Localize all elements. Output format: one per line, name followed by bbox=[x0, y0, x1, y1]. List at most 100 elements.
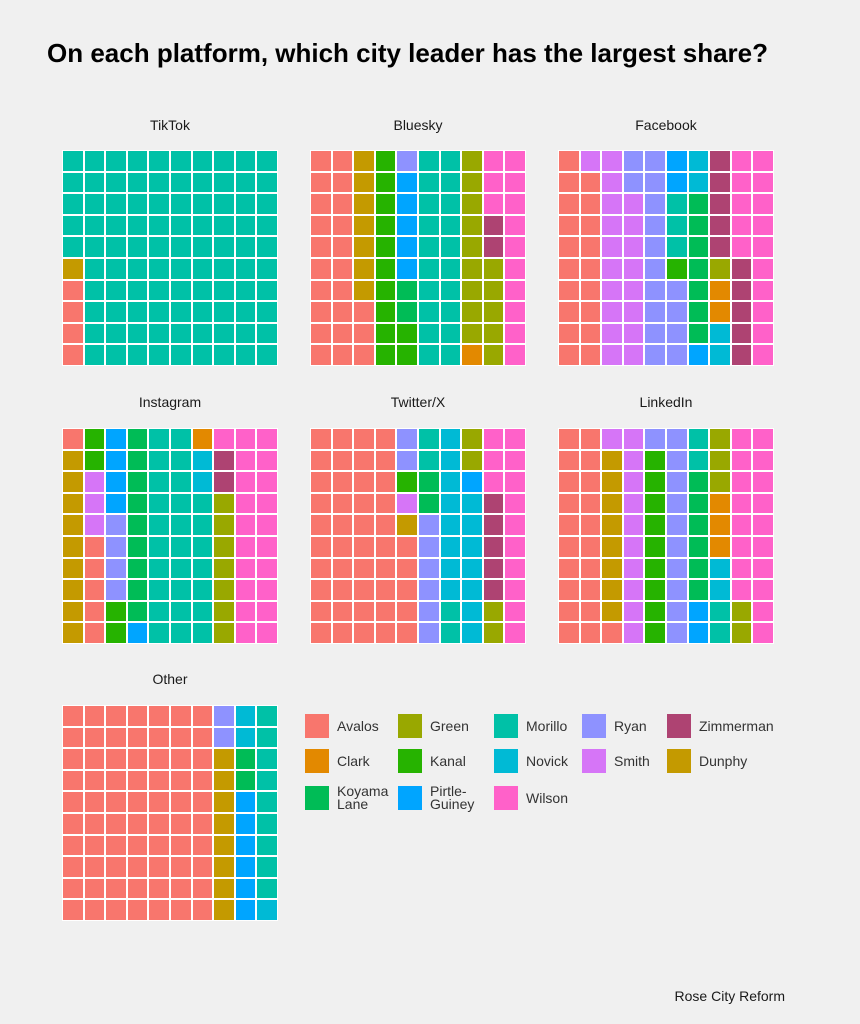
waffle-cell-dunphy bbox=[62, 579, 84, 601]
waffle-cell-kanal bbox=[644, 600, 666, 623]
waffle-cell-pirtle-guiney bbox=[687, 344, 710, 366]
chart-title: On each platform, which city leader has … bbox=[47, 38, 769, 68]
waffle-cell-avalos bbox=[310, 301, 332, 323]
waffle-cell-morillo bbox=[191, 579, 214, 601]
waffle-cell-avalos bbox=[105, 791, 127, 813]
waffle-cell-morillo bbox=[256, 279, 278, 302]
waffle-cell-morillo bbox=[148, 193, 170, 215]
waffle-cell-morillo bbox=[170, 236, 192, 258]
waffle-cell-zimmerman bbox=[482, 214, 505, 237]
waffle-cell-morillo bbox=[126, 322, 149, 345]
waffle-cell-morillo bbox=[191, 536, 214, 558]
waffle-cell-avalos bbox=[558, 236, 580, 258]
waffle-cell-morillo bbox=[83, 279, 106, 302]
waffle-cell-avalos bbox=[579, 193, 602, 215]
waffle-cell-ryan bbox=[622, 171, 645, 194]
waffle-cell-ryan bbox=[213, 705, 235, 727]
waffle-cell-avalos bbox=[374, 536, 397, 558]
waffle-cell-koyama-lane bbox=[418, 471, 440, 493]
waffle-cell-avalos bbox=[374, 557, 397, 580]
waffle-cell-wilson bbox=[752, 279, 774, 302]
waffle-cell-novick bbox=[461, 622, 483, 644]
waffle-cell-green bbox=[709, 471, 731, 493]
waffle-cell-ryan bbox=[622, 150, 645, 172]
waffle-cell-green bbox=[461, 236, 483, 258]
waffle-cell-wilson bbox=[752, 579, 774, 601]
waffle-cell-morillo bbox=[234, 344, 257, 366]
waffle-cell-smith bbox=[622, 236, 645, 258]
waffle-cell-morillo bbox=[126, 258, 149, 280]
waffle-cell-dunphy bbox=[601, 557, 623, 580]
waffle-cell-morillo bbox=[83, 344, 106, 366]
waffle-cell-wilson bbox=[504, 150, 526, 172]
waffle-cell-morillo bbox=[148, 449, 170, 472]
waffle-cell-avalos bbox=[310, 258, 332, 280]
waffle-cell-zimmerman bbox=[482, 536, 505, 558]
waffle-cell-morillo bbox=[213, 171, 235, 194]
waffle-cell-avalos bbox=[331, 514, 354, 536]
waffle-cell-wilson bbox=[234, 471, 257, 493]
waffle-cell-novick bbox=[687, 171, 710, 194]
waffle-cell-avalos bbox=[353, 557, 375, 580]
waffle-cell-morillo bbox=[439, 301, 462, 323]
waffle-cell-avalos bbox=[62, 877, 84, 900]
waffle-cell-koyama-lane bbox=[687, 258, 710, 280]
waffle-cell-morillo bbox=[148, 258, 170, 280]
waffle-cell-smith bbox=[622, 344, 645, 366]
waffle-cell-ryan bbox=[666, 579, 688, 601]
waffle-cell-smith bbox=[622, 214, 645, 237]
waffle-cell-morillo bbox=[687, 428, 710, 450]
waffle-cell-wilson bbox=[730, 214, 753, 237]
waffle-cell-wilson bbox=[234, 514, 257, 536]
waffle-cell-dunphy bbox=[353, 171, 375, 194]
waffle-cell-wilson bbox=[256, 492, 278, 515]
waffle-cell-avalos bbox=[170, 834, 192, 857]
waffle-cell-avalos bbox=[558, 258, 580, 280]
waffle-cell-morillo bbox=[234, 236, 257, 258]
waffle-cell-kanal bbox=[644, 514, 666, 536]
waffle-cell-kanal bbox=[374, 322, 397, 345]
waffle-cell-morillo bbox=[439, 236, 462, 258]
waffle-cell-avalos bbox=[191, 705, 214, 727]
legend-label: Ryan bbox=[614, 717, 647, 734]
waffle-cell-avalos bbox=[558, 344, 580, 366]
waffle-cell-morillo bbox=[170, 471, 192, 493]
waffle-cell-green bbox=[482, 279, 505, 302]
waffle-cell-wilson bbox=[234, 600, 257, 623]
waffle-cell-avalos bbox=[148, 726, 170, 749]
waffle-cell-avalos bbox=[83, 748, 106, 770]
waffle-cell-morillo bbox=[439, 193, 462, 215]
waffle-cell-kanal bbox=[374, 236, 397, 258]
waffle-cell-morillo bbox=[418, 279, 440, 302]
waffle-cell-avalos bbox=[331, 579, 354, 601]
waffle-cell-morillo bbox=[191, 514, 214, 536]
waffle-cell-smith bbox=[601, 171, 623, 194]
waffle-cell-pirtle-guiney bbox=[396, 193, 418, 215]
waffle-cell-morillo bbox=[418, 344, 440, 366]
waffle-cell-avalos bbox=[331, 622, 354, 644]
waffle-cell-novick bbox=[709, 579, 731, 601]
waffle-cell-avalos bbox=[148, 791, 170, 813]
waffle-cell-avalos bbox=[353, 514, 375, 536]
waffle-cell-wilson bbox=[234, 579, 257, 601]
waffle-cell-avalos bbox=[579, 344, 602, 366]
waffle-cell-zimmerman bbox=[213, 449, 235, 472]
waffle-cell-avalos bbox=[310, 150, 332, 172]
waffle-cell-morillo bbox=[148, 514, 170, 536]
waffle-cell-pirtle-guiney bbox=[687, 622, 710, 644]
waffle-cell-avalos bbox=[62, 301, 84, 323]
waffle-cell-avalos bbox=[558, 301, 580, 323]
waffle-cell-avalos bbox=[579, 322, 602, 345]
waffle-cell-morillo bbox=[191, 344, 214, 366]
waffle-cell-avalos bbox=[331, 449, 354, 472]
waffle-cell-pirtle-guiney bbox=[396, 171, 418, 194]
waffle-cell-ryan bbox=[644, 322, 666, 345]
waffle-cell-morillo bbox=[234, 301, 257, 323]
waffle-cell-morillo bbox=[170, 600, 192, 623]
waffle-cell-smith bbox=[601, 344, 623, 366]
waffle-cell-green bbox=[213, 492, 235, 515]
legend-label: Clark bbox=[337, 752, 370, 769]
waffle-cell-wilson bbox=[730, 557, 753, 580]
waffle-cell-kanal bbox=[374, 301, 397, 323]
waffle-cell-morillo bbox=[191, 557, 214, 580]
